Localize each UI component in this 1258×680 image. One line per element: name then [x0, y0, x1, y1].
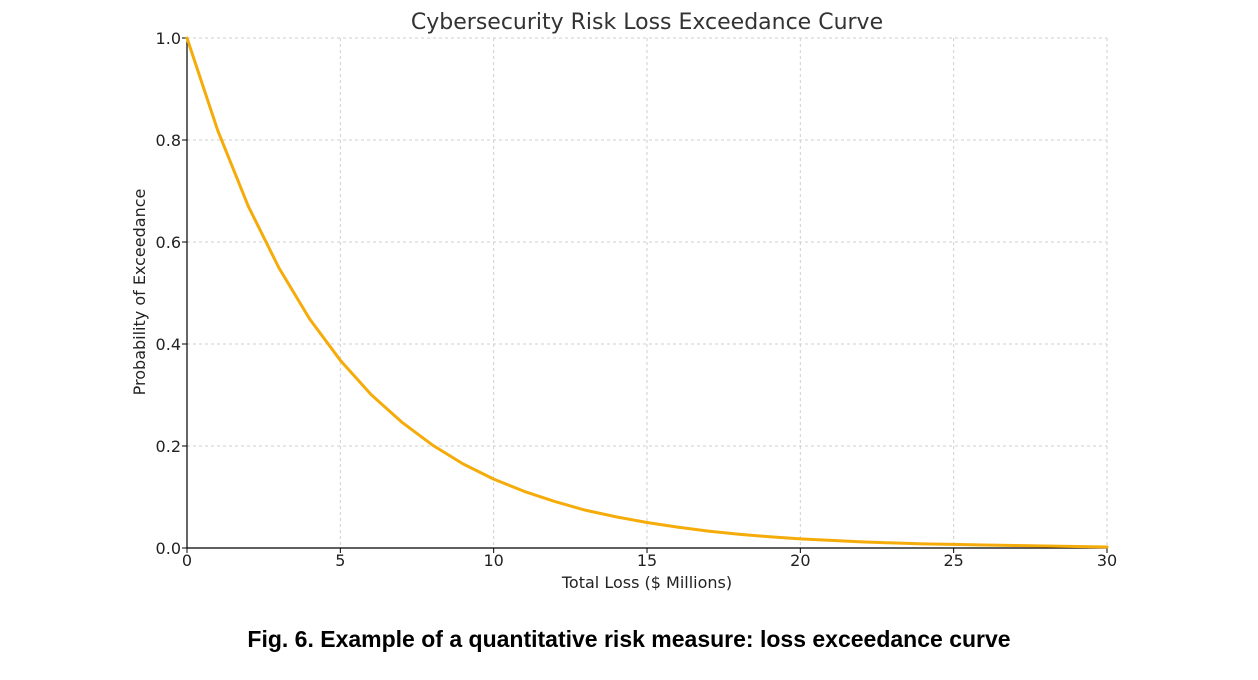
x-tick-label: 25 — [943, 551, 963, 570]
y-tick-label: 0.4 — [156, 335, 181, 354]
y-tick-label: 0.0 — [156, 539, 181, 558]
x-tick-label: 30 — [1097, 551, 1117, 570]
x-tick-label: 20 — [790, 551, 810, 570]
x-tick-label: 10 — [483, 551, 503, 570]
x-tick-label: 15 — [637, 551, 657, 570]
y-tick-label: 0.6 — [156, 233, 181, 252]
y-tick-label: 0.2 — [156, 437, 181, 456]
y-tick-label: 1.0 — [156, 29, 181, 48]
loss-exceedance-chart: 0 5 10 15 20 25 30 0.0 0.2 0.4 0.6 0.8 1.0 Cybersecu… — [130, 10, 1118, 592]
x-axis-title: Total Loss ($ Millions) — [561, 573, 732, 592]
chart-title: Cybersecurity Risk Loss Exceedance Curve — [411, 10, 883, 35]
y-tick-label: 0.8 — [156, 131, 181, 150]
loss-exceedance-series-line — [185, 36, 1109, 549]
series-layer — [185, 36, 1109, 549]
tick-labels: 0 5 10 15 20 25 30 0.0 0.2 0.4 0.6 0.8 1.0 — [156, 29, 1118, 570]
axes — [182, 37, 1108, 553]
figure-caption: Fig. 6. Example of a quantitative risk m… — [247, 626, 1011, 652]
grid-lines — [186, 37, 1108, 549]
x-tick-label: 5 — [335, 551, 345, 570]
x-tick-label: 0 — [182, 551, 192, 570]
y-axis-title: Probability of Exceedance — [130, 189, 149, 396]
